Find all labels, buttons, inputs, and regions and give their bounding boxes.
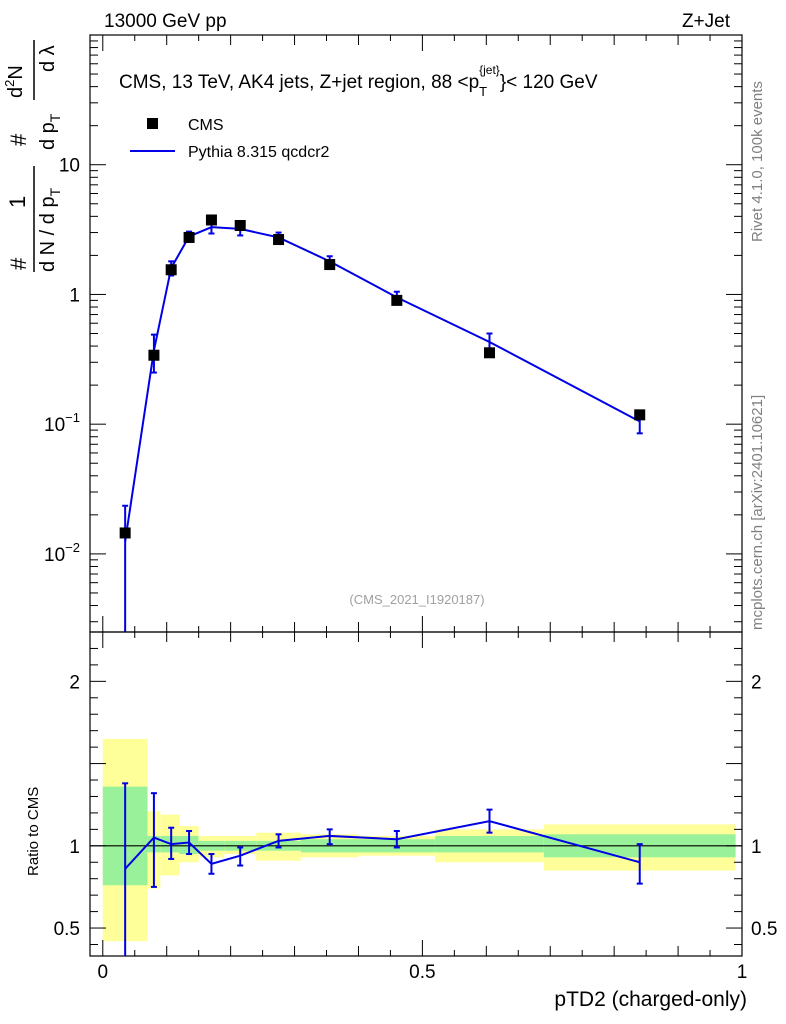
cms-data-point [324, 259, 336, 271]
main-y-tick-label: 1 [69, 285, 80, 306]
analysis-watermark: (CMS_2021_I1920187) [349, 592, 484, 607]
cms-data-point [205, 214, 217, 226]
ratio-y-tick-label: 0.5 [54, 919, 80, 940]
legend: CMS Pythia 8.315 qcdcr2 [130, 117, 330, 161]
rivet-label: Rivet 4.1.0, 100k events [749, 81, 766, 242]
mcplots-label: mcplots.cern.ch [arXiv:2401.10621] [749, 395, 766, 630]
header-energy: 13000 GeV pp [104, 11, 227, 32]
ylabel-one: 1 [5, 196, 30, 208]
header-process: Z+Jet [682, 11, 731, 32]
ratio-ylabel: Ratio to CMS [25, 787, 42, 876]
legend-label-cms: CMS [188, 117, 224, 134]
ratio-panel: 0 0.5 1 0.5 0.5 1 1 2 2 [54, 631, 777, 983]
cms-data-point [165, 264, 177, 276]
mc-line [124, 226, 641, 542]
main-panel: 10−2 10−1 1 10 [44, 34, 743, 633]
cms-data-point [634, 409, 646, 421]
ratio-frame [89, 631, 743, 957]
ratio-y-tick-label-right: 2 [751, 672, 762, 693]
main-y-tick-label: 10−1 [44, 410, 80, 436]
cms-data-point [273, 234, 285, 246]
ylabel-dn: d N / d pT [37, 187, 63, 272]
legend-label-mc: Pythia 8.315 qcdcr2 [188, 144, 330, 161]
cms-data-point [391, 294, 403, 306]
legend-marker-cms [147, 118, 158, 129]
cms-data-point [484, 347, 496, 359]
main-ylabel: # 1 d N / d pT # d pT d2N d λ [2, 40, 63, 272]
ratio-y-tick-label: 2 [69, 672, 80, 693]
cms-data-point [183, 231, 195, 243]
cms-data-point [234, 220, 246, 232]
ylabel-hash-1: # [6, 257, 31, 270]
x-tick-label: 0 [97, 962, 108, 983]
ylabel-dpt: d pT [37, 113, 63, 150]
main-title: CMS, 13 TeV, AK4 jets, Z+jet region, 88 … [119, 63, 598, 99]
ylabel-hash-2: # [6, 133, 31, 146]
x-tick-label: 1 [737, 962, 748, 983]
ylabel-d2n: d2N [2, 65, 27, 98]
ratio-y-tick-label-right: 0.5 [751, 919, 777, 940]
cms-data-point [148, 349, 160, 361]
ratio-y-tick-label: 1 [69, 837, 80, 858]
main-y-tick-label: 10 [59, 156, 80, 177]
ratio-y-tick-label-right: 1 [751, 837, 762, 858]
main-y-tick-label: 10−2 [44, 540, 80, 566]
ylabel-dlambda: d λ [37, 45, 59, 72]
x-tick-label: 0.5 [409, 962, 435, 983]
ratio-band-inner [435, 835, 544, 853]
cms-data-point [119, 527, 131, 539]
x-axis-label: pTD2 (charged-only) [554, 988, 747, 1011]
